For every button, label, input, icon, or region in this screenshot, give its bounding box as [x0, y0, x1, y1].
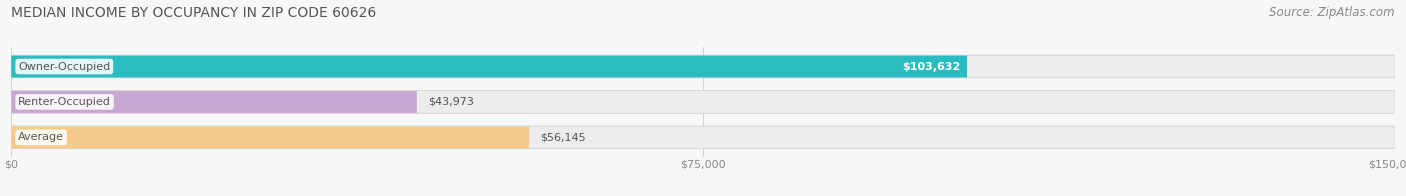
Text: Renter-Occupied: Renter-Occupied [18, 97, 111, 107]
Text: $56,145: $56,145 [540, 132, 586, 142]
FancyBboxPatch shape [11, 91, 1395, 113]
FancyBboxPatch shape [11, 126, 529, 148]
FancyBboxPatch shape [11, 91, 416, 113]
Text: Average: Average [18, 132, 65, 142]
FancyBboxPatch shape [11, 55, 1395, 77]
FancyBboxPatch shape [11, 126, 1395, 148]
Text: Owner-Occupied: Owner-Occupied [18, 62, 111, 72]
FancyBboxPatch shape [11, 90, 1395, 114]
FancyBboxPatch shape [11, 126, 1395, 149]
FancyBboxPatch shape [11, 55, 967, 77]
FancyBboxPatch shape [11, 55, 1395, 78]
Text: $43,973: $43,973 [427, 97, 474, 107]
Text: Source: ZipAtlas.com: Source: ZipAtlas.com [1270, 6, 1395, 19]
Text: MEDIAN INCOME BY OCCUPANCY IN ZIP CODE 60626: MEDIAN INCOME BY OCCUPANCY IN ZIP CODE 6… [11, 6, 377, 20]
Text: $103,632: $103,632 [901, 62, 960, 72]
